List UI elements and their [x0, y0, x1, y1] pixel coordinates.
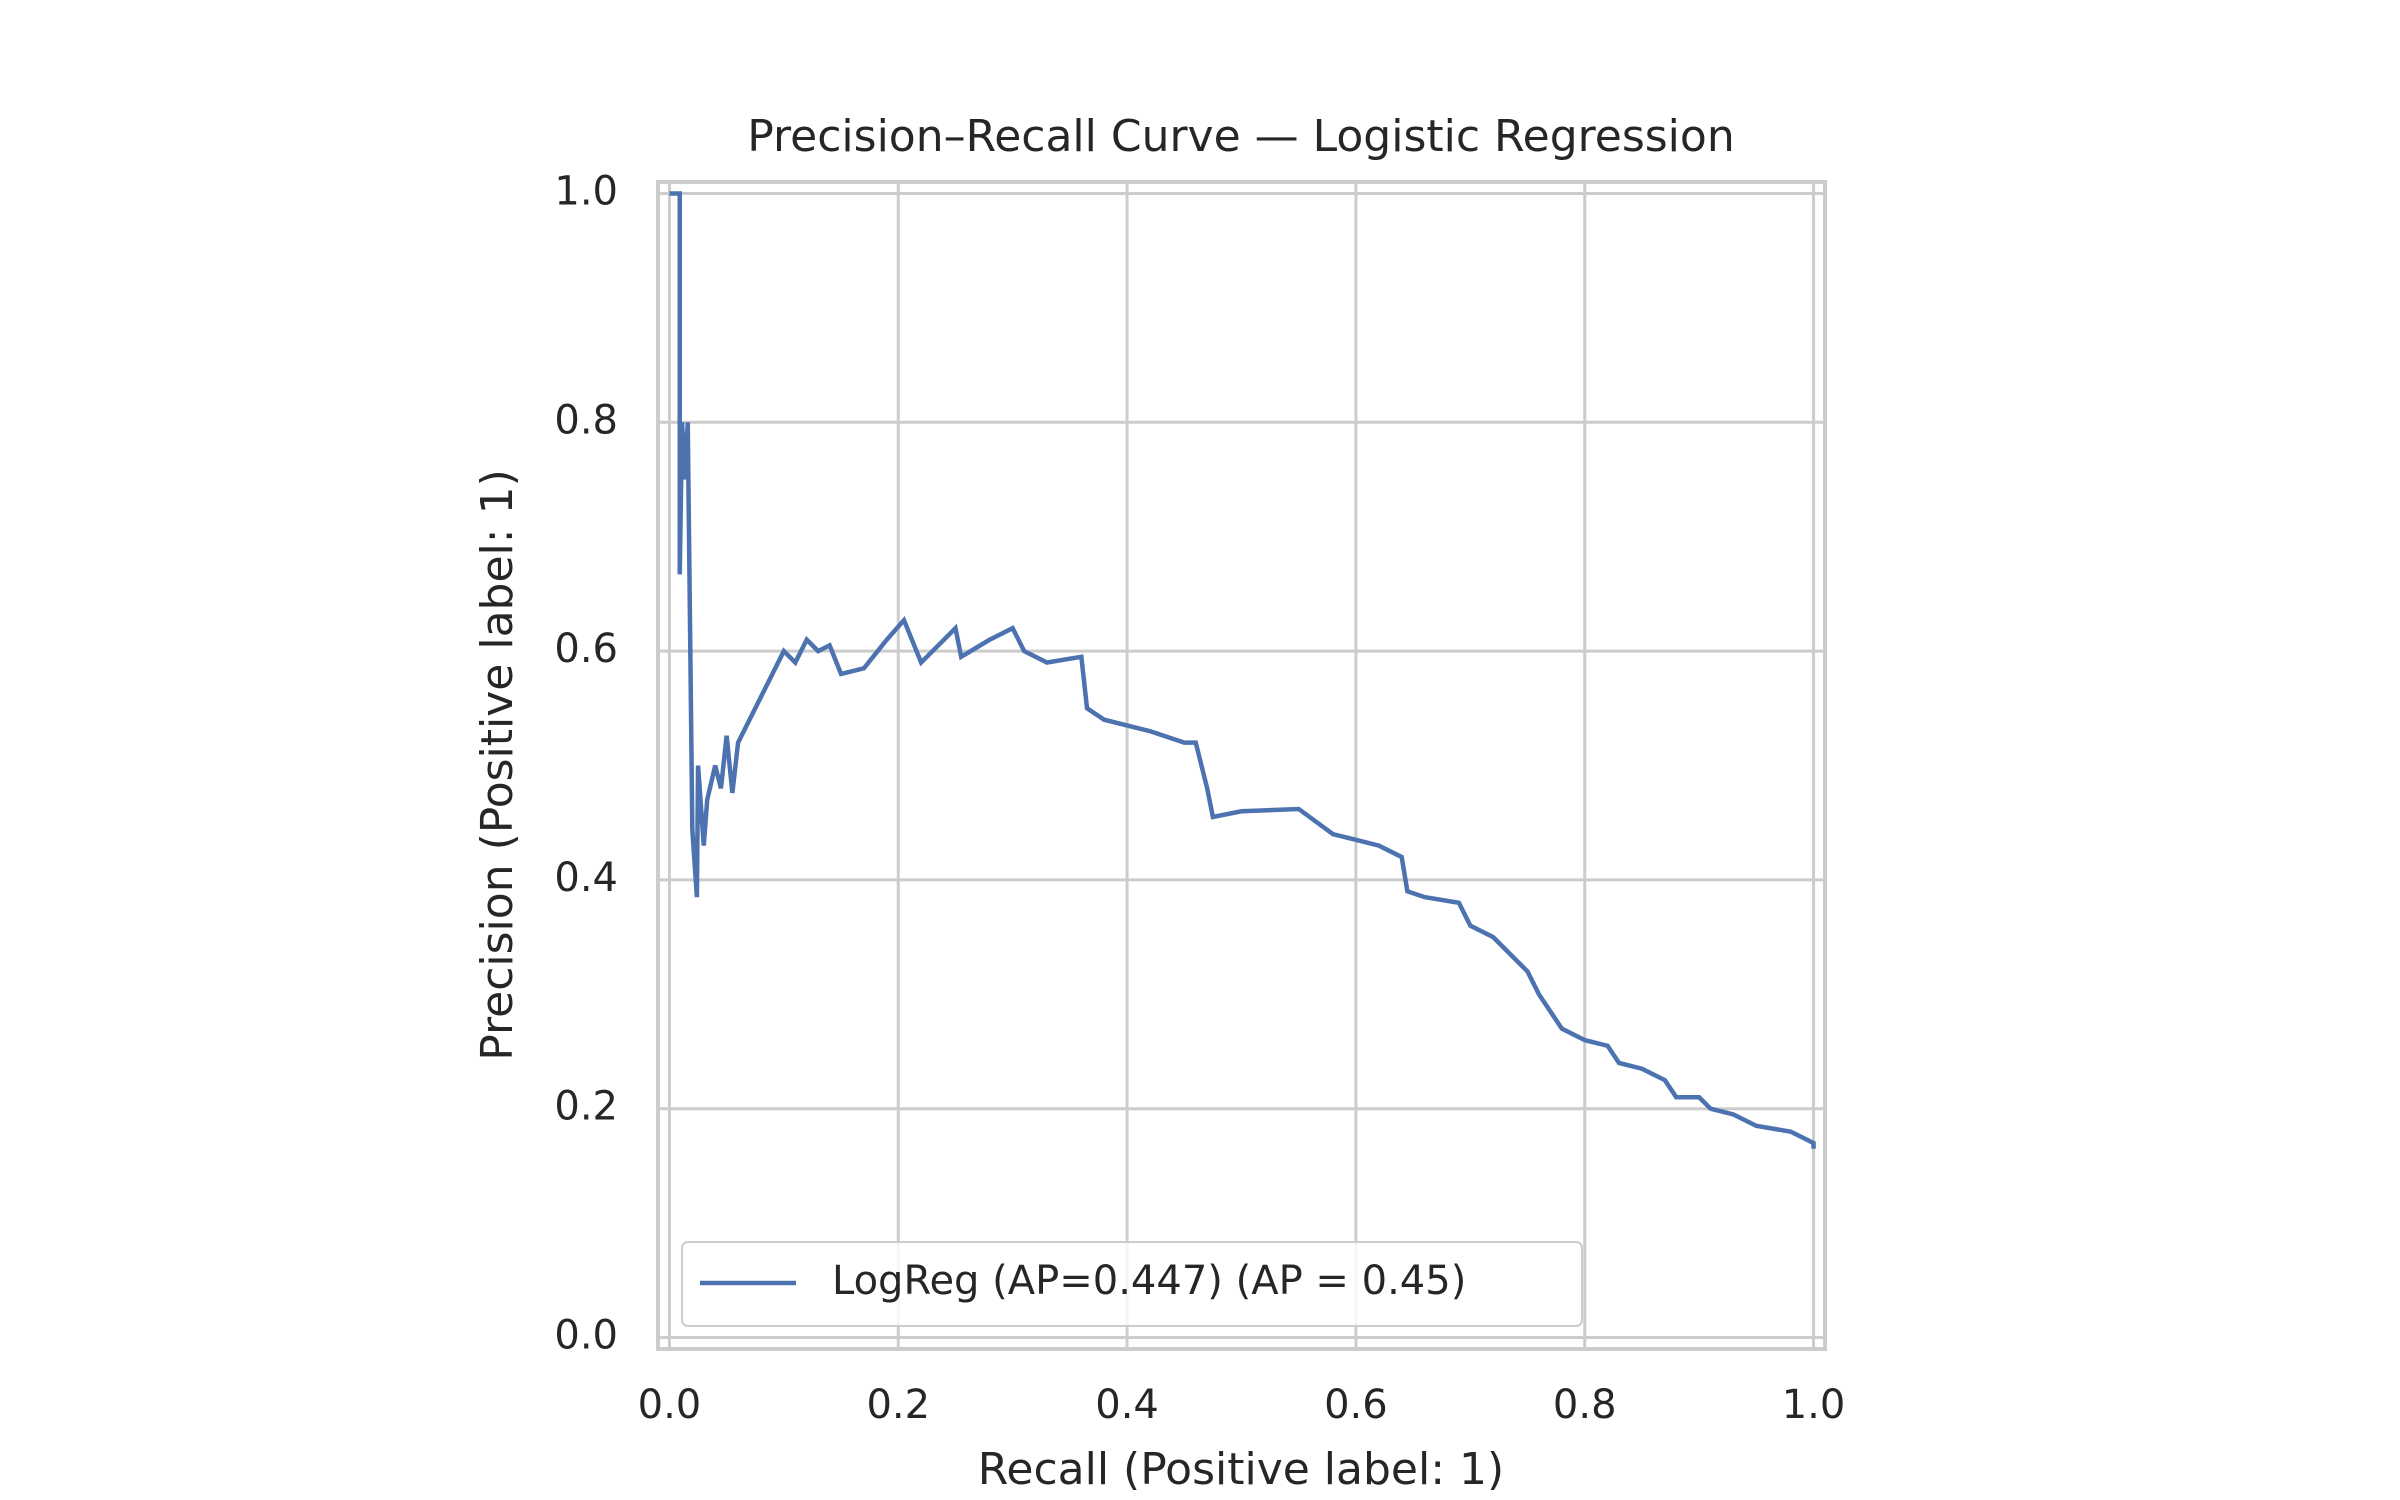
x-axis-label: Recall (Positive label: 1) [978, 1444, 1504, 1495]
x-tick-label: 0.4 [1095, 1382, 1159, 1428]
y-tick-label: 0.6 [554, 626, 618, 672]
legend-label: LogReg (AP=0.447) (AP = 0.45) [832, 1258, 1466, 1304]
y-tick-label: 0.2 [554, 1084, 618, 1130]
y-tick-label: 0.8 [554, 397, 618, 443]
x-tick-label: 0.8 [1553, 1382, 1617, 1428]
y-tick-label: 1.0 [554, 168, 618, 214]
legend-box [681, 1241, 1583, 1327]
chart-title: Precision–Recall Curve — Logistic Regres… [747, 111, 1734, 162]
plot-frame [656, 180, 1827, 1351]
y-tick-label: 0.0 [554, 1313, 618, 1359]
y-tick-label: 0.4 [554, 855, 618, 901]
x-tick-label: 1.0 [1782, 1382, 1846, 1428]
y-axis-label: Precision (Positive label: 1) [472, 469, 523, 1060]
legend: LogReg (AP=0.447) (AP = 0.45) [681, 1241, 1583, 1327]
x-tick-label: 0.6 [1324, 1382, 1388, 1428]
pr-curve [669, 191, 1816, 1149]
x-tick-label: 0.2 [866, 1382, 930, 1428]
x-tick-label: 0.0 [638, 1382, 702, 1428]
